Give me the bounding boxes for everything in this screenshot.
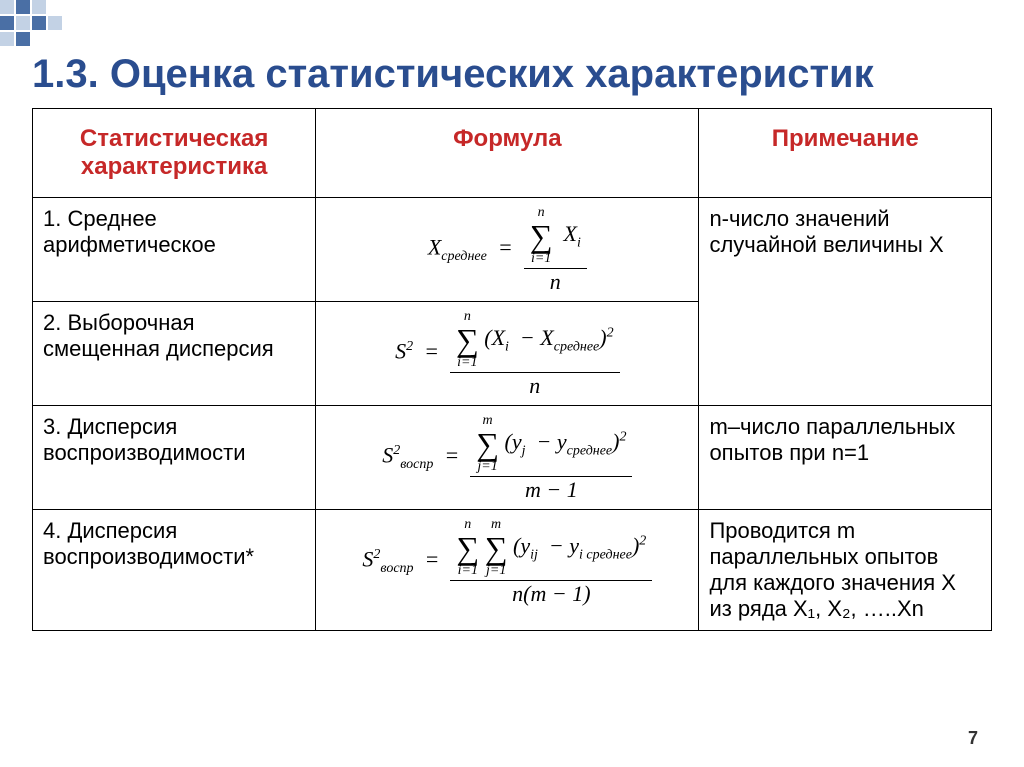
deco-square xyxy=(16,32,30,46)
header-formula: Формула xyxy=(316,109,699,198)
lhs-sup: 2 xyxy=(373,547,380,562)
sigma-icon: ∑ xyxy=(456,324,479,356)
sum-term: X xyxy=(564,221,577,246)
denominator: n(m − 1) xyxy=(450,581,652,605)
sigma-icon: ∑ xyxy=(456,532,479,564)
page-number: 7 xyxy=(968,728,978,749)
char-name-1: 1. Среднее арифметическое xyxy=(33,198,316,302)
power: 2 xyxy=(619,430,626,445)
sum1-lower: i=1 xyxy=(456,564,479,578)
term-a-sub: j xyxy=(522,443,526,458)
deco-square xyxy=(48,16,62,30)
deco-square xyxy=(16,0,30,14)
formula-3: S2воспр = m∑j=1 (yj − yсреднее)2 m − 1 xyxy=(316,406,699,510)
deco-square xyxy=(0,0,14,14)
stats-table: Статистическая характеристика Формула Пр… xyxy=(32,108,992,631)
term-b: y xyxy=(569,533,579,558)
power: 2 xyxy=(639,534,646,549)
deco-square xyxy=(16,16,30,30)
deco-square xyxy=(0,32,14,46)
table-row: 3. Дисперсия воспроизводимости S2воспр =… xyxy=(33,406,992,510)
term-a-sub: ij xyxy=(530,547,538,562)
note-1-2: n-число значений случайной величины Х xyxy=(699,198,992,406)
term-b-sub: среднее xyxy=(554,339,600,354)
term-a: y xyxy=(512,429,522,454)
formula-2: S2 = n∑i=1 (Xi − Xсреднее)2 n xyxy=(316,302,699,406)
term-a: X xyxy=(492,325,505,350)
denominator: n xyxy=(450,373,620,397)
sum-term-sub: i xyxy=(577,235,581,250)
deco-square xyxy=(0,16,14,30)
sigma-icon: ∑ xyxy=(485,532,508,564)
lhs-var: X xyxy=(428,235,441,260)
deco-square xyxy=(32,0,46,14)
note-4: Проводится m параллельных опытов для каж… xyxy=(699,510,992,631)
formula-4: S2воспр = n∑i=1 m∑j=1 (yij − yi среднее)… xyxy=(316,510,699,631)
sum-lower: i=1 xyxy=(530,252,553,266)
slide: 1.3. Оценка статистических характеристик… xyxy=(0,0,1024,767)
table-row: 1. Среднее арифметическое Xсреднее = n∑i… xyxy=(33,198,992,302)
formula-1: Xсреднее = n∑i=1 Xi n xyxy=(316,198,699,302)
page-title: 1.3. Оценка статистических характеристик xyxy=(32,52,874,97)
note-3: m–число параллельных опытов при n=1 xyxy=(699,406,992,510)
term-b-sub: среднее xyxy=(567,443,613,458)
sum2-lower: j=1 xyxy=(485,564,508,578)
lhs-var: S xyxy=(382,443,393,468)
lhs-sub: воспр xyxy=(380,561,413,576)
lhs-sup: 2 xyxy=(406,339,413,354)
lhs-sub: воспр xyxy=(400,457,433,472)
header-note: Примечание xyxy=(699,109,992,198)
lhs-var: S xyxy=(395,339,406,364)
term-a-sub: i xyxy=(505,339,509,354)
lhs-sup: 2 xyxy=(393,443,400,458)
char-name-4: 4. Дисперсия воспроизводимости* xyxy=(33,510,316,631)
denominator: n xyxy=(524,269,587,293)
char-name-2: 2. Выборочная смещенная дисперсия xyxy=(33,302,316,406)
sigma-icon: ∑ xyxy=(530,220,553,252)
char-name-3: 3. Дисперсия воспроизводимости xyxy=(33,406,316,510)
term-b: y xyxy=(557,429,567,454)
term-a: y xyxy=(520,533,530,558)
lhs-sub: среднее xyxy=(441,249,487,264)
sigma-icon: ∑ xyxy=(476,428,499,460)
deco-square xyxy=(32,16,46,30)
sum-lower: j=1 xyxy=(476,460,499,474)
term-b-sub: i среднее xyxy=(579,547,632,562)
table-header-row: Статистическая характеристика Формула Пр… xyxy=(33,109,992,198)
term-b: X xyxy=(540,325,553,350)
lhs-var: S xyxy=(362,547,373,572)
sum-lower: i=1 xyxy=(456,356,479,370)
denominator: m − 1 xyxy=(470,477,632,501)
power: 2 xyxy=(607,326,614,341)
header-characteristic: Статистическая характеристика xyxy=(33,109,316,198)
table-row: 4. Дисперсия воспроизводимости* S2воспр … xyxy=(33,510,992,631)
